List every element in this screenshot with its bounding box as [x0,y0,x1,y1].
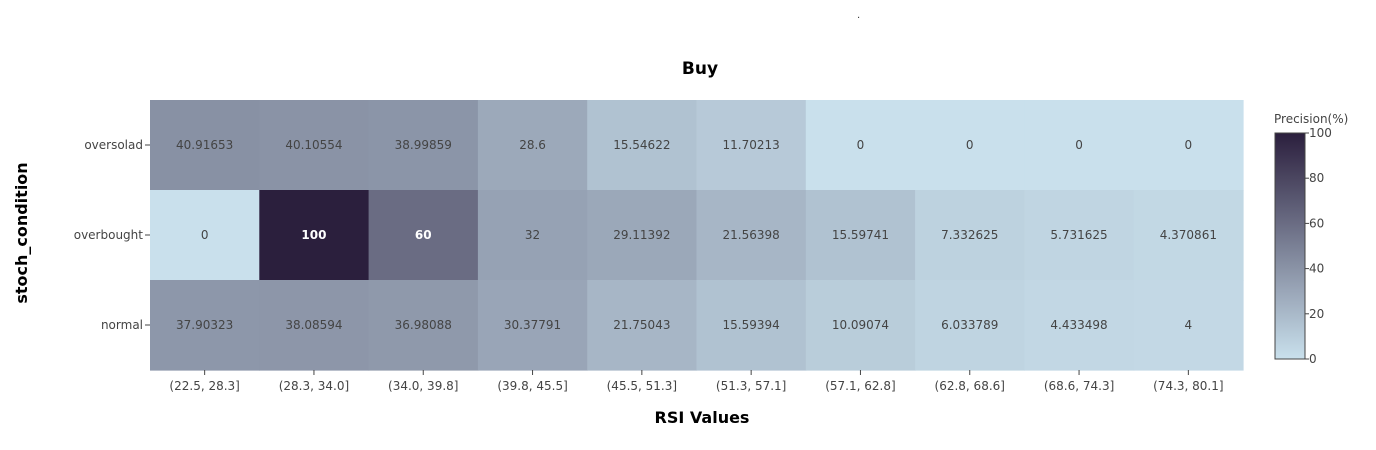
heatmap-cell [1024,280,1135,371]
cell-value-label: 100 [301,228,326,242]
colorbar-tick-label: 100 [1309,126,1332,140]
cell-value-label: 38.99859 [395,138,452,152]
colorbar-title: Precision(%) [1274,112,1348,126]
heatmap-cell [150,280,260,371]
heatmap-cell [368,190,479,281]
chart-title: Buy [682,59,718,79]
cell-value-label: 4.370861 [1160,228,1217,242]
cell-value-label: 60 [415,228,432,242]
colorbar-ticks: 0 20 40 60 80 100 [1305,126,1332,366]
x-tick-label: (34.0, 39.8] [388,379,458,393]
heatmap-cell [477,280,588,371]
heatmap-cell [1133,280,1244,371]
cell-value-label: 40.10554 [285,138,342,152]
cell-value-label: 7.332625 [941,228,998,242]
heatmap-cell [1024,190,1135,281]
cell-value-label: 15.54622 [613,138,670,152]
cell-value-label: 32 [525,228,540,242]
heatmap-cell [696,190,807,281]
heatmap-cell [368,280,479,371]
heatmap-cell [259,100,370,191]
y-tick-label: normal [101,318,143,332]
colorbar-tick-label: 60 [1309,216,1324,230]
cell-value-label: 21.56398 [723,228,780,242]
colorbar-tick-label: 0 [1309,352,1317,366]
colorbar-gradient [1274,132,1306,360]
top-dot-mark: . [857,10,860,21]
cell-value-label: 15.59741 [832,228,889,242]
cell-value-label: 29.11392 [613,228,670,242]
y-tick-label: overbought [74,228,144,242]
colorbar-tick-label: 40 [1309,262,1324,276]
cell-value-label: 28.6 [519,138,546,152]
cell-value-label: 4.433498 [1050,318,1107,332]
heatmap-cell [368,100,479,191]
y-tick-label: oversolad [84,138,143,152]
colorbar-tick-label: 20 [1309,307,1324,321]
heatmap-cells: 40.91653 40.10554 38.99859 28.6 15.54622 11.7… [150,100,1244,371]
heatmap-cell [1133,100,1244,191]
y-axis-ticks: oversolad overbought normal [74,138,150,332]
heatmap-cell [587,100,698,191]
cell-value-label: 21.75043 [613,318,670,332]
cell-value-label: 6.033789 [941,318,998,332]
x-tick-label: (74.3, 80.1] [1153,379,1223,393]
cell-value-label: 40.91653 [176,138,233,152]
x-tick-label: (28.3, 34.0] [279,379,349,393]
cell-value-label: 15.59394 [723,318,780,332]
heatmap-cell [1024,100,1135,191]
heatmap-cell [696,100,807,191]
cell-value-label: 37.90323 [176,318,233,332]
cell-value-label: 0 [201,228,209,242]
heatmap-cell [477,100,588,191]
x-tick-label: (39.8, 45.5] [497,379,567,393]
heatmap-cell [805,100,916,191]
cell-value-label: 4 [1185,318,1193,332]
x-axis-title: RSI Values [655,408,750,427]
cell-value-label: 30.37791 [504,318,561,332]
cell-value-label: 11.70213 [723,138,780,152]
cell-value-label: 0 [966,138,974,152]
x-tick-label: (22.5, 28.3] [169,379,239,393]
heatmap-cell [1133,190,1244,281]
x-tick-label: (57.1, 62.8] [825,379,895,393]
colorbar-tick-label: 80 [1309,171,1324,185]
x-tick-label: (68.6, 74.3] [1044,379,1114,393]
heatmap-cell [805,190,916,281]
heatmap-cell [150,190,260,281]
cell-value-label: 38.08594 [285,318,342,332]
cell-value-label: 5.731625 [1050,228,1107,242]
cell-value-label: 0 [1185,138,1193,152]
heatmap-cell [587,190,698,281]
x-tick-label: (51.3, 57.1] [716,379,786,393]
x-tick-label: (62.8, 68.6] [935,379,1005,393]
cell-value-label: 0 [857,138,865,152]
heatmap-cell [259,190,370,281]
heatmap-cell [477,190,588,281]
heatmap-cell [915,100,1025,191]
heatmap-cell [150,100,260,191]
cell-value-label: 10.09074 [832,318,889,332]
heatmap-cell [915,190,1025,281]
x-axis-ticks: (22.5, 28.3] (28.3, 34.0] (34.0, 39.8] (39.… [169,370,1224,393]
cell-value-label: 36.98088 [395,318,452,332]
cell-value-label: 0 [1075,138,1083,152]
heatmap-cell [587,280,698,371]
x-tick-label: (45.5, 51.3] [607,379,677,393]
heatmap-cell [805,280,916,371]
heatmap-cell [696,280,807,371]
colorbar: Precision(%) 0 20 40 60 80 100 [1274,112,1348,366]
heatmap-cell [915,280,1025,371]
heatmap-cell [259,280,370,371]
y-axis-title: stoch_condition [12,162,31,303]
